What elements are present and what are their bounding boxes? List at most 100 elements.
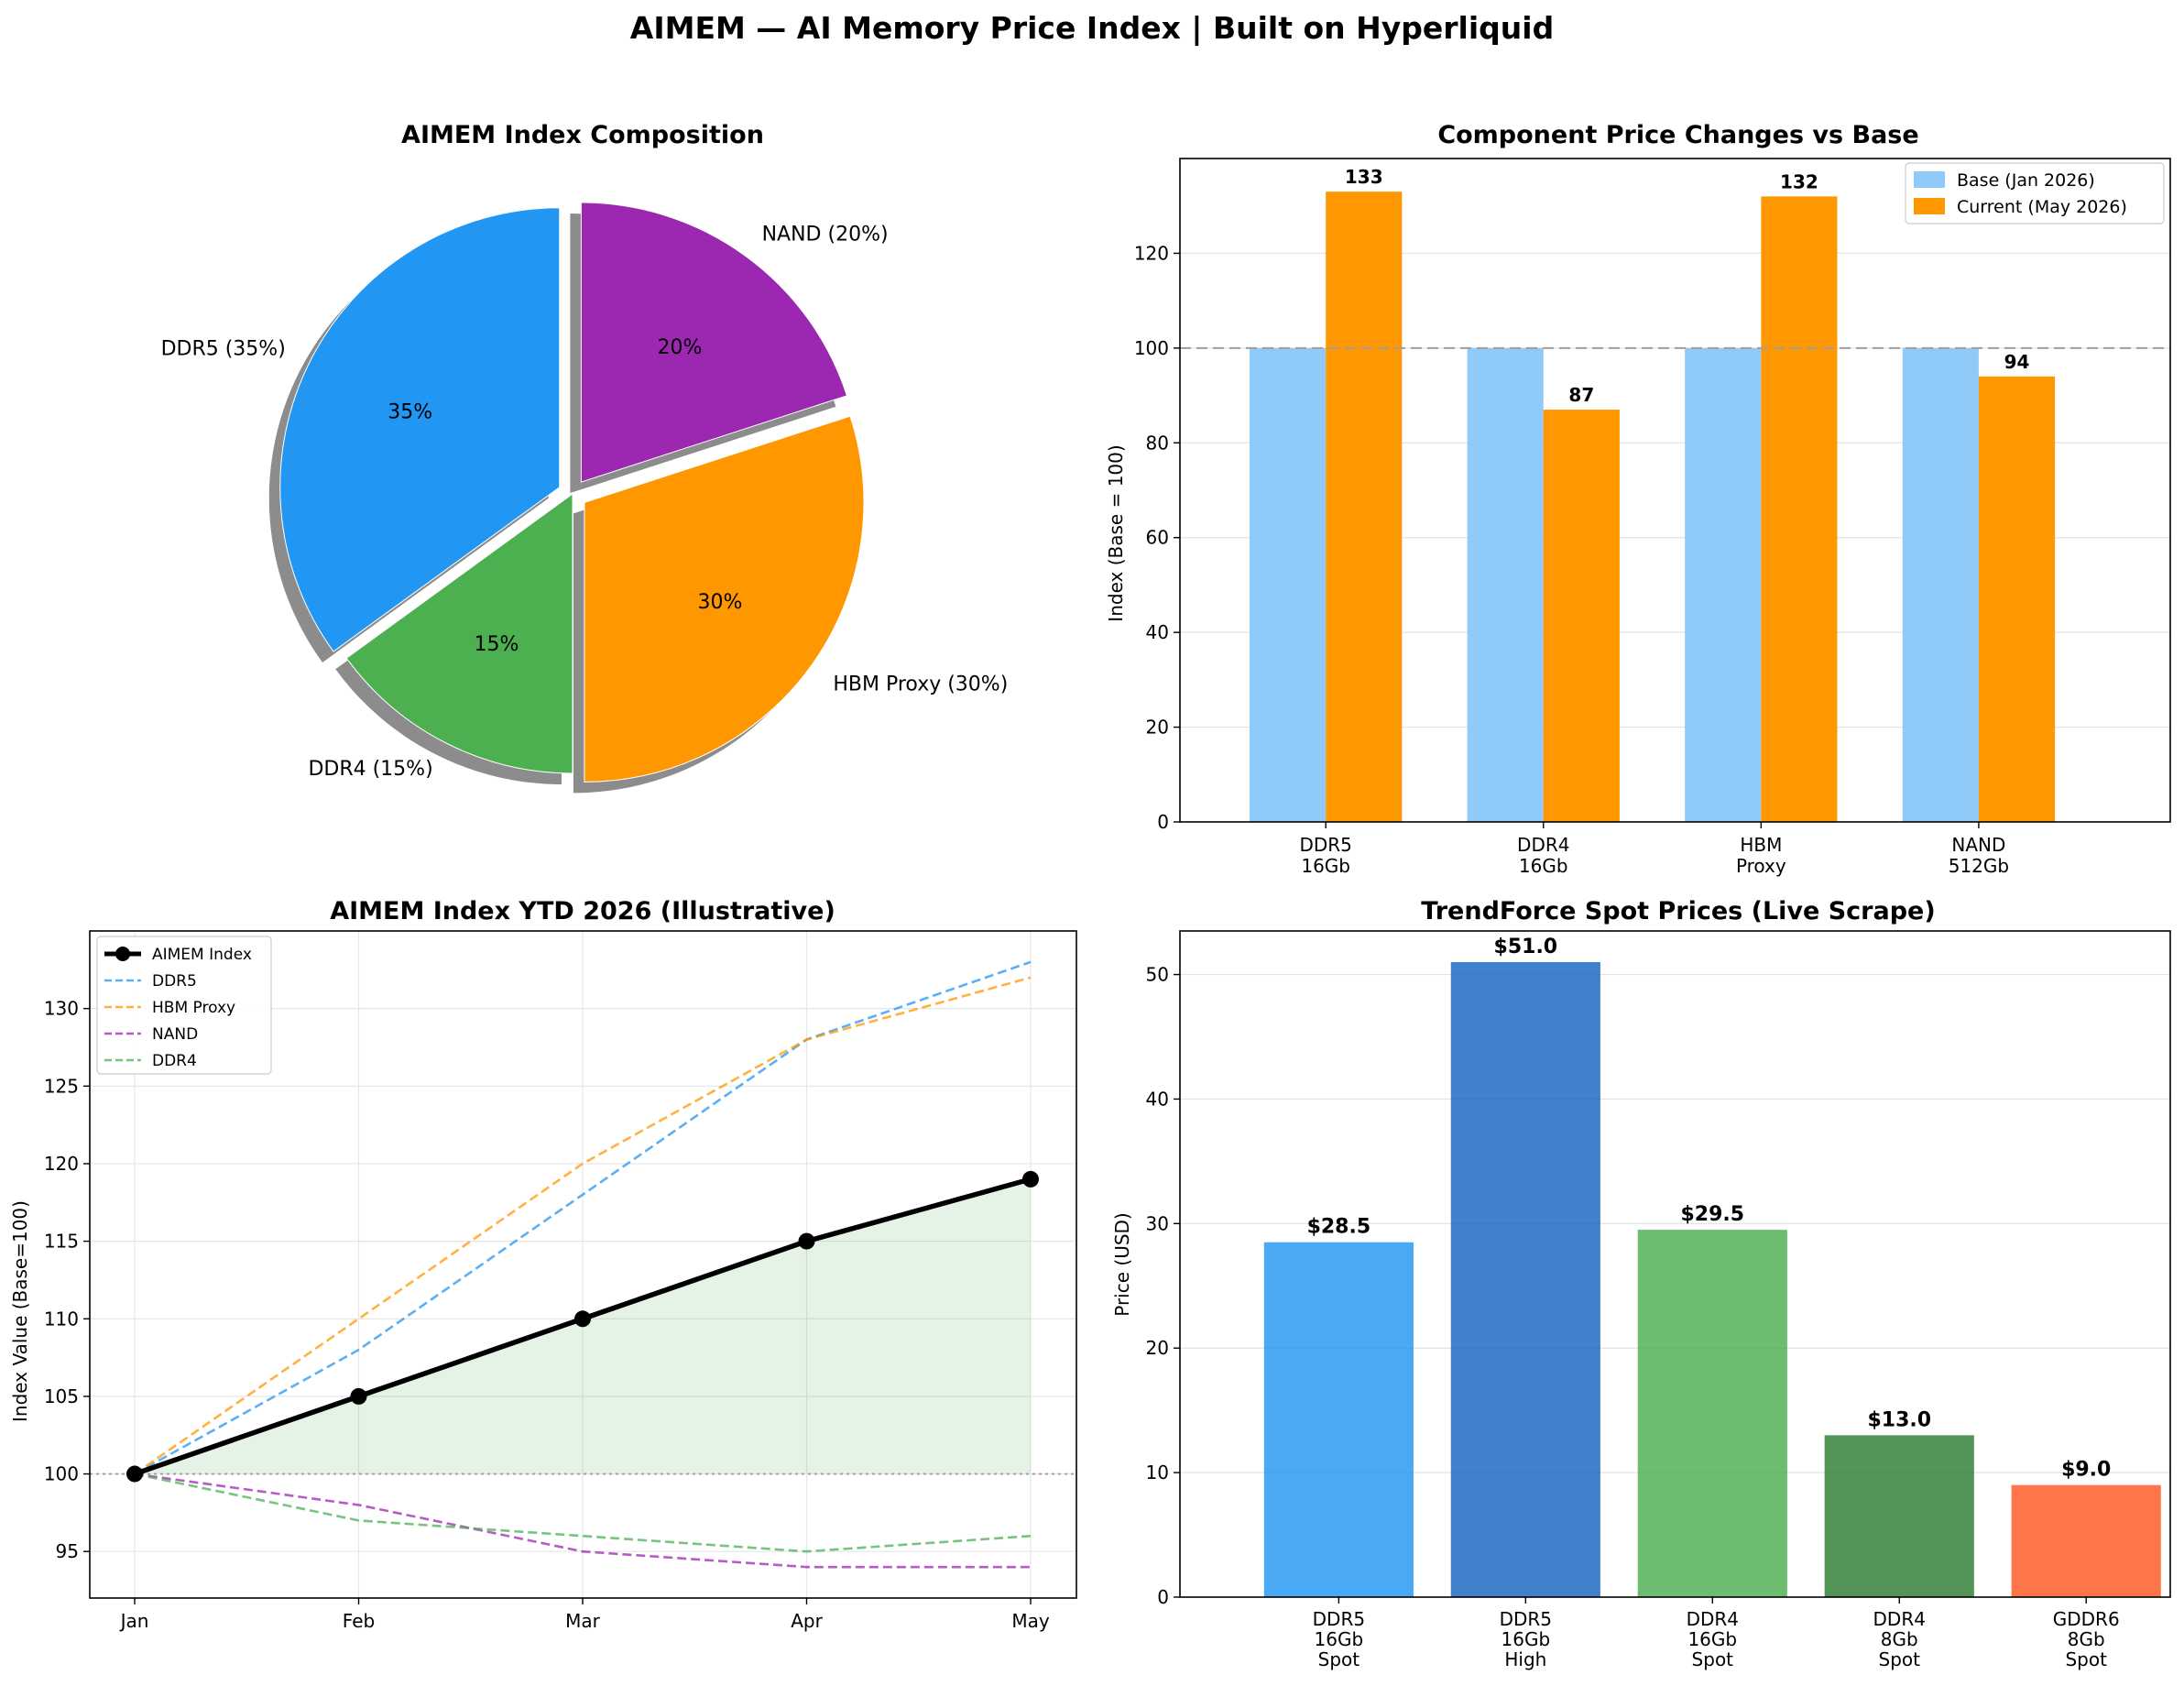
x-tick-label: DDR4 [1687,1608,1739,1630]
y-tick-label: 0 [1157,1586,1169,1608]
spot-price-ticks: 01020304050DDR516GbSpotDDR516GbHighDDR41… [1146,964,2120,1670]
bar-current-may-2026-ddr5-16gb [1326,192,1403,822]
spot-bar-gddr6-8gb-spot [2011,1484,2161,1597]
x-tick-label: DDR5 [1313,1608,1365,1630]
series-line-nand [134,1473,1031,1569]
x-tick-label: High [1504,1648,1546,1670]
spot-bar-ddr4-16gb-spot [1637,1230,1787,1597]
y-tick-label: 20 [1146,1337,1169,1359]
component-bar-ticks: 020406080100120DDR516GbDDR416GbHBMProxyN… [1134,242,2009,877]
x-tick-label: Jan [119,1610,149,1632]
x-tick-label: 8Gb [2068,1628,2105,1650]
legend-marker-aimem-index [115,947,130,961]
y-tick-label: 130 [44,998,79,1020]
series-line-ddr5 [134,960,1032,1475]
legend-label: Base (Jan 2026) [1957,170,2095,191]
series-point-aimem-index [350,1387,367,1405]
index-line-chart-title: AIMEM Index YTD 2026 (Illustrative) [330,897,835,925]
x-tick-label: Spot [1318,1648,1360,1670]
spot-bar-data-label: $28.5 [1307,1216,1371,1239]
pie-slice-pct-label: 30% [698,591,743,614]
pie-labels: 35% DDR5 (35%) 15% DDR4 (15%) 30% HBM Proxy (… [161,224,1009,781]
component-bar-chart-ylabel: Index (Base = 100) [1105,444,1127,621]
x-tick-label: 16Gb [1502,1628,1551,1650]
pie-slice-pct-label: 35% [388,401,432,424]
pie-slice-hbm-proxy-30 [584,415,865,783]
legend-swatch-current-may-2026 [1914,198,1945,214]
component-bar-bars: 133 87 132 94 [1180,166,2170,822]
index-line-chart-panel: AIMEM Index YTD 2026 (Illustrative) Inde… [9,897,1077,1632]
series-point-aimem-index [798,1232,815,1250]
x-tick-label: DDR5 [1299,834,1351,856]
legend-label: DDR4 [152,1052,197,1070]
x-tick-label: 16Gb [1315,1628,1364,1650]
y-tick-label: 40 [1146,621,1169,643]
y-tick-label: 105 [44,1385,79,1407]
spot-bar-ddr5-16gb-spot [1263,1242,1414,1597]
legend-label: Current (May 2026) [1957,197,2127,217]
series-line-ddr4 [134,1473,1032,1553]
figure-title: AIMEM — AI Memory Price Index | Built on… [630,10,1554,46]
x-tick-label: Spot [2065,1648,2107,1670]
pie-chart-title: AIMEM Index Composition [401,121,764,149]
y-tick-label: 100 [44,1463,79,1485]
y-tick-label: 100 [1134,337,1169,359]
bar-data-label: 87 [1568,384,1594,406]
x-tick-label: 16Gb [1301,855,1350,877]
y-tick-label: 50 [1146,964,1169,986]
bar-data-label: 133 [1345,166,1383,188]
y-tick-label: 110 [44,1308,79,1330]
pie-slice-pct-label: 20% [658,336,703,359]
spot-bar-data-label: $9.0 [2061,1459,2111,1482]
x-tick-label: NAND [1951,834,2005,856]
spot-price-chart-title: TrendForce Spot Prices (Live Scrape) [1421,897,1935,925]
y-tick-label: 20 [1146,717,1169,739]
pie-slice-label: DDR5 (35%) [161,337,286,360]
x-tick-label: GDDR6 [2053,1608,2120,1630]
x-tick-label: 512Gb [1949,855,2009,877]
bar-data-label: 132 [1780,170,1818,192]
index-line-ticks: 95 100 105 110 115 120 125 130 Jan Feb Mar Apr May [44,998,1050,1632]
index-line-chart-ylabel: Index Value (Base=100) [9,1200,31,1422]
component-bar-chart-panel: Component Price Changes vs Base Index (B… [1105,121,2171,877]
pie-slice-ddr4-15 [345,493,573,774]
bar-current-may-2026-nand-512gb [1978,376,2056,822]
pie-slice-label: HBM Proxy (30%) [833,673,1008,696]
component-bar-chart-title: Component Price Changes vs Base [1437,121,1918,149]
y-tick-label: 120 [44,1153,79,1175]
legend-box [96,936,272,1075]
spot-bar-ddr4-8gb-spot [1824,1435,1974,1597]
spot-price-bar-chart-panel: TrendForce Spot Prices (Live Scrape) Pri… [1111,897,2171,1670]
x-tick-label: DDR4 [1517,834,1569,856]
pie-chart-panel: AIMEM Index Composition 35% DDR5 (35%) 15%… [161,121,1009,794]
spot-bar-data-label: $13.0 [1867,1408,1931,1431]
y-tick-label: 40 [1146,1088,1169,1110]
x-tick-label: Apr [791,1610,823,1632]
series-point-aimem-index [126,1465,143,1483]
series-point-aimem-index [1022,1170,1039,1188]
x-tick-label: May [1011,1610,1050,1632]
spot-price-axes-frame [1179,930,2171,1598]
y-tick-label: 80 [1146,432,1169,454]
x-tick-label: Spot [1692,1648,1734,1670]
x-tick-label: Mar [565,1610,601,1632]
index-line-series [90,960,1076,1569]
legend-label: AIMEM Index [152,946,252,964]
legend-label: HBM Proxy [152,999,235,1017]
bar-base-jan-2026-hbm-proxy [1685,347,1762,822]
bar-current-may-2026-hbm-proxy [1761,196,1838,822]
bar-data-label: 94 [2004,351,2030,373]
y-tick-label: 30 [1146,1212,1169,1234]
index-line-legend: AIMEM Index DDR5 HBM Proxy NAND DDR4 [96,936,272,1075]
x-tick-label: DDR4 [1873,1608,1926,1630]
x-tick-label: 16Gb [1687,1628,1737,1650]
component-bar-axes-frame [1179,158,2171,823]
spot-price-bars: $28.5 $51.0 $29.5 $13.0 $9.0 [1263,936,2161,1597]
x-tick-label: Feb [343,1610,375,1632]
x-tick-label: DDR5 [1500,1608,1552,1630]
y-tick-label: 0 [1157,811,1169,833]
pie-slice-label: NAND (20%) [762,224,889,246]
spot-bar-data-label: $29.5 [1680,1203,1744,1226]
x-tick-label: Spot [1879,1648,1921,1670]
